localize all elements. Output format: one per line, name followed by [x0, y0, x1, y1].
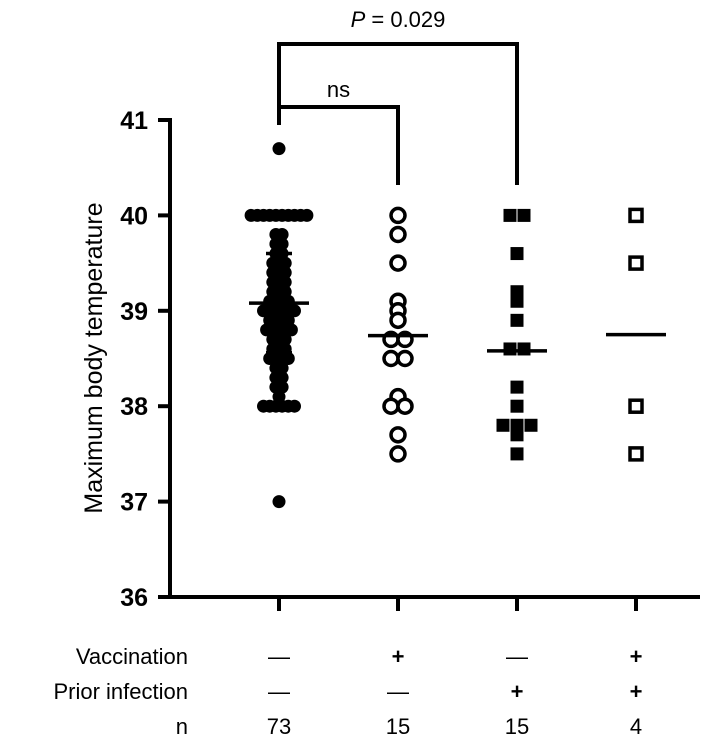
data-point [278, 332, 292, 346]
data-point [628, 255, 644, 271]
data-point [389, 254, 407, 272]
row-label-n: n [176, 714, 188, 739]
data-point [382, 397, 400, 415]
cell-vaccination: + [630, 644, 643, 669]
y-tick-label: 41 [120, 107, 148, 135]
data-point [288, 399, 301, 413]
cell-prior-infection: + [511, 679, 524, 704]
significance-bracket [277, 105, 400, 185]
data-point [510, 380, 524, 394]
cell-vaccination: + [392, 644, 405, 669]
data-point [510, 428, 524, 442]
data-point [396, 349, 414, 368]
y-tick-label: 36 [120, 584, 148, 612]
y-axis-label: Maximum body temperature [80, 202, 108, 513]
data-point [496, 418, 510, 432]
data-point [278, 266, 292, 280]
y-tick-label: 39 [120, 298, 148, 326]
cell-prior-infection: — [268, 679, 290, 704]
data-point [278, 256, 292, 270]
cell-prior-infection: + [630, 679, 643, 704]
data-point [503, 342, 517, 356]
data-point [628, 446, 644, 462]
y-tick-label: 37 [120, 489, 148, 517]
data-point [628, 207, 644, 224]
data-point [510, 294, 524, 308]
data-points [244, 142, 666, 509]
significance-label: ns [327, 77, 350, 102]
data-point [510, 399, 524, 413]
significance-value: = 0.029 [365, 7, 445, 32]
data-point [389, 225, 407, 244]
data-point [275, 237, 289, 251]
cell-prior-infection: — [387, 679, 409, 704]
p-symbol: P [351, 7, 366, 32]
data-point [281, 294, 295, 308]
significance-label: P = 0.029 [351, 7, 446, 32]
cell-n: 15 [386, 714, 410, 739]
data-point [517, 342, 531, 356]
data-point [275, 227, 289, 241]
data-point [510, 447, 524, 461]
data-point [389, 426, 407, 444]
cell-n: 73 [267, 714, 291, 739]
data-point [389, 445, 407, 463]
significance-brackets: ns P = 0.029 [277, 7, 519, 185]
data-point [275, 361, 289, 375]
data-point [284, 323, 298, 337]
axes: 36 37 38 39 40 41 [120, 107, 700, 612]
cell-vaccination: — [268, 644, 290, 669]
cell-n: 15 [505, 714, 529, 739]
data-point [396, 397, 414, 415]
data-point [272, 495, 286, 509]
cell-vaccination: — [506, 644, 528, 669]
data-point [389, 206, 407, 225]
data-point [628, 398, 644, 414]
data-point [517, 208, 531, 222]
data-point [288, 304, 301, 318]
row-label-vaccination: Vaccination [76, 644, 188, 669]
cell-n: 4 [630, 714, 642, 739]
data-point [300, 208, 314, 222]
y-tick-label: 40 [120, 202, 148, 230]
data-point [510, 247, 524, 261]
data-point [510, 313, 524, 327]
data-point [382, 349, 400, 368]
data-point [503, 208, 517, 222]
data-point [389, 311, 407, 330]
data-point [278, 275, 292, 289]
significance-value: ns [327, 77, 350, 102]
y-tick-label: 38 [120, 393, 148, 421]
data-point [275, 371, 289, 385]
data-point [281, 352, 295, 365]
group-table: Vaccination — + — + Prior infection — — + + n 73 15 1… [53, 644, 642, 739]
data-point [272, 142, 286, 156]
significance-bracket [277, 42, 519, 185]
row-label-prior-infection: Prior infection [53, 679, 188, 704]
data-point [524, 418, 538, 432]
